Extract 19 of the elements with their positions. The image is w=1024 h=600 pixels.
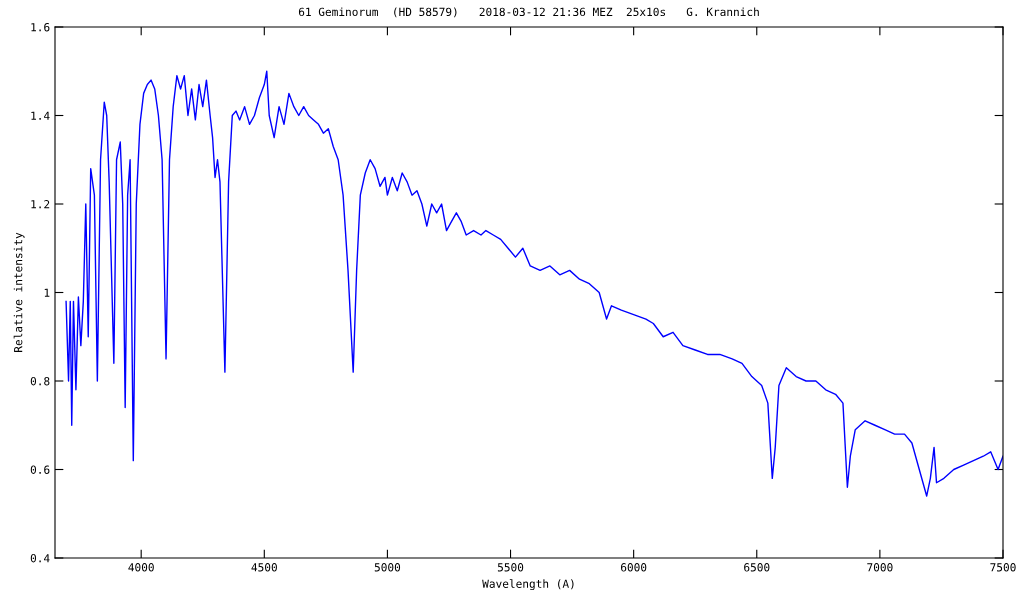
x-tick-label: 6500 [744,563,770,572]
x-tick-label: 6000 [620,563,647,572]
y-tick-label: 0.4 [30,554,50,563]
x-tick-label: 7000 [867,563,893,572]
y-tick-label: 0.6 [30,465,50,474]
y-tick-label: 1.4 [31,111,50,120]
y-tick-label: 1.6 [31,23,50,32]
chart-title: 61 Geminorum (HD 58579) 2018-03-12 21:36 MEZ 25x10s G. Krannich [298,7,759,18]
x-tick-label: 5000 [374,563,401,572]
x-tick-label: 7500 [990,563,1016,572]
x-tick-label: 4500 [251,563,277,572]
x-tick-label: 5500 [497,563,524,572]
y-axis-title: Relative intensity [13,232,25,352]
x-tick-label: 4000 [128,563,154,572]
y-tick-label: 0.8 [30,377,50,386]
line-series [65,70,1003,497]
x-axis-title: Wavelength (A) [482,579,574,591]
y-tick-label: 1.2 [31,200,50,209]
y-tick-label: 1 [44,288,50,297]
